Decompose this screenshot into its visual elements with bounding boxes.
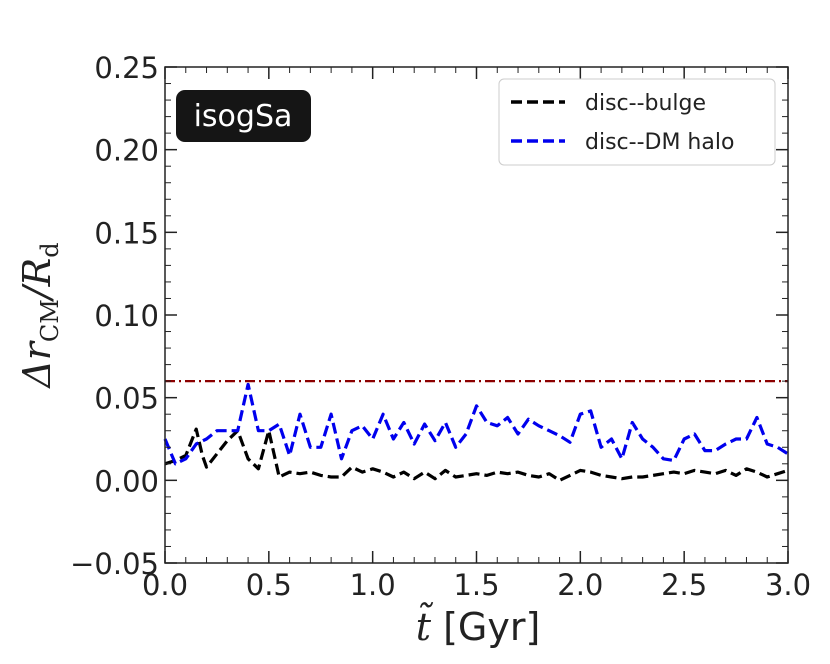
- legend-label-disc-dm-halo: disc--DM halo: [585, 130, 734, 155]
- badge: isogSa: [176, 90, 311, 142]
- legend: disc--bulge disc--DM halo: [498, 78, 776, 166]
- x-tick-label: 0.0: [142, 568, 188, 602]
- x-tick-label: 1.5: [453, 568, 499, 602]
- x-tick-label: 2.0: [557, 568, 603, 602]
- series-line-disc-bulge: [164, 427, 789, 482]
- y-tick-label: 0.05: [94, 382, 159, 416]
- y-tick-label: 0.00: [94, 464, 159, 498]
- plot-area: [163, 380, 789, 482]
- series-line-disc-dm-halo: [163, 382, 789, 466]
- y-axis-label: ΔrCM/Rd: [15, 242, 64, 389]
- legend-box: [498, 78, 776, 166]
- x-tick-label: 3.0: [765, 568, 811, 602]
- y-tick-label: 0.15: [94, 216, 159, 250]
- x-tick-label: 1.0: [350, 568, 396, 602]
- y-tick-label: 0.25: [94, 51, 159, 85]
- x-tick-label: 2.5: [661, 568, 707, 602]
- badge-label: isogSa: [194, 99, 293, 134]
- ticks-layer: 0.0 0.5 1.0 1.5 2.0 2.5 3.0 −0.05 0.00 0.05 0.10 0.…: [70, 51, 811, 602]
- x-axis-label: t̃ [Gyr]: [416, 602, 541, 649]
- y-tick-label: −0.05: [70, 547, 159, 581]
- x-tick-label: 0.5: [246, 568, 292, 602]
- legend-label-disc-bulge: disc--bulge: [585, 91, 706, 116]
- y-tick-label: 0.20: [94, 134, 159, 168]
- y-tick-label: 0.10: [94, 299, 159, 333]
